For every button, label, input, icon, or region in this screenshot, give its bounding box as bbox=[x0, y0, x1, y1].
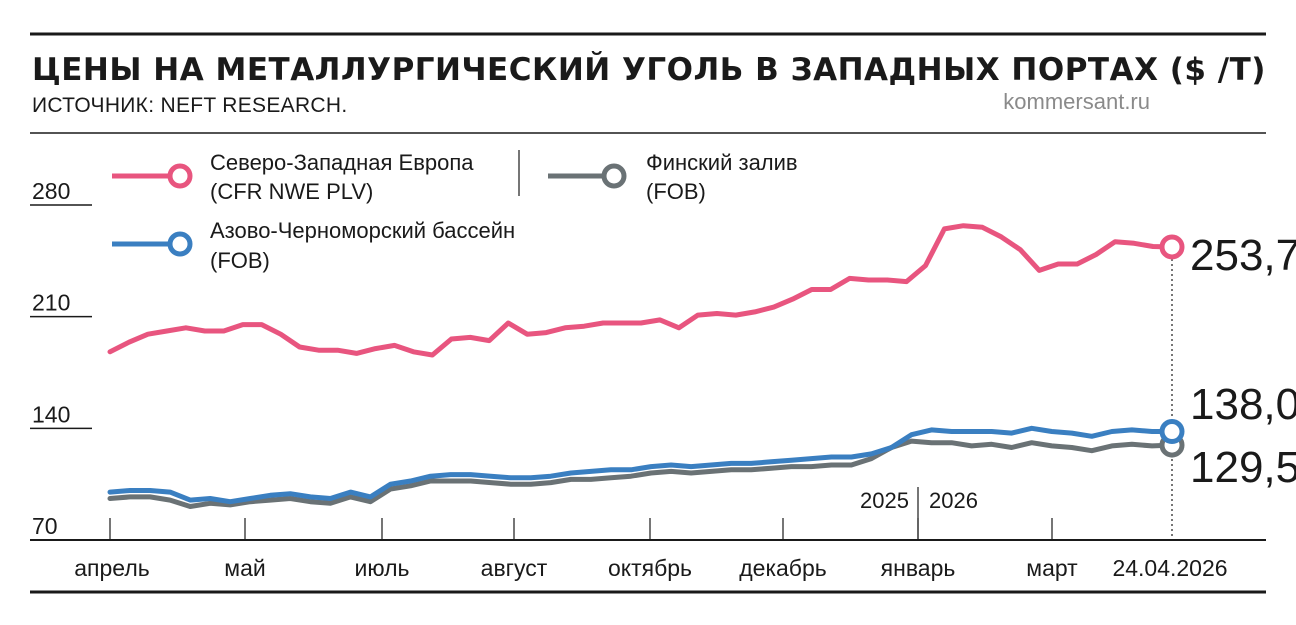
legend-label-azov: Азово-Черноморский бассейн bbox=[210, 218, 515, 243]
series-end-marker-1 bbox=[1159, 419, 1185, 445]
legend-marker-nwe bbox=[167, 163, 193, 189]
legend-marker-finland bbox=[601, 163, 627, 189]
legend-marker-azov bbox=[167, 231, 193, 257]
series-line-0 bbox=[107, 223, 1175, 358]
year-label-2026: 2026 bbox=[929, 488, 978, 513]
x-tick-label: май bbox=[224, 555, 265, 581]
year-label-2025: 2025 bbox=[860, 488, 909, 513]
y-tick-label: 70 bbox=[32, 513, 58, 539]
end-label-finland: 129,5 bbox=[1190, 443, 1296, 492]
legend-sublabel-azov: (FOB) bbox=[210, 248, 270, 273]
series-line-1 bbox=[107, 425, 1175, 505]
x-tick-label: декабрь bbox=[739, 555, 827, 581]
legend-label-nwe: Северо-Западная Европа bbox=[210, 150, 474, 175]
series-group bbox=[107, 223, 1185, 509]
chart-source: ИСТОЧНИК: NEFT RESEARCH. bbox=[32, 94, 347, 117]
series-end-marker-0 bbox=[1159, 234, 1185, 260]
x-axis: апрель май июль август октябрь декабрь январь м… bbox=[74, 518, 1228, 581]
legend-item-azov: Азово-Черноморский бассейн (FOB) bbox=[112, 218, 515, 273]
x-tick-label: январь bbox=[881, 555, 956, 581]
x-tick-label: март bbox=[1026, 555, 1078, 581]
legend: Северо-Западная Европа (CFR NWE PLV) Фин… bbox=[112, 150, 798, 273]
y-tick-label: 210 bbox=[32, 290, 70, 316]
x-tick-label: 24.04.2026 bbox=[1112, 555, 1227, 581]
legend-item-finland: Финский залив (FOB) bbox=[548, 150, 798, 204]
y-tick-label: 140 bbox=[32, 401, 70, 427]
legend-sublabel-nwe: (CFR NWE PLV) bbox=[210, 179, 373, 204]
brand-watermark: kommersant.ru bbox=[1003, 89, 1150, 114]
x-tick-label: апрель bbox=[74, 555, 149, 581]
x-tick-label: июль bbox=[355, 555, 410, 581]
chart-title: ЦЕНЫ НА МЕТАЛЛУРГИЧЕСКИЙ УГОЛЬ В ЗАПАДНЫ… bbox=[32, 52, 1266, 88]
y-tick-label: 280 bbox=[32, 178, 70, 204]
end-label-azov: 138,0 bbox=[1190, 380, 1296, 429]
end-label-nwe: 253,7 bbox=[1190, 231, 1296, 280]
x-tick-label: август bbox=[481, 555, 548, 581]
x-tick-label: октябрь bbox=[608, 555, 692, 581]
series-line-2 bbox=[107, 438, 1175, 509]
legend-item-nwe: Северо-Западная Европа (CFR NWE PLV) bbox=[112, 150, 474, 204]
legend-sublabel-finland: (FOB) bbox=[646, 179, 706, 204]
legend-label-finland: Финский залив bbox=[646, 150, 798, 175]
y-axis: 70 140 210 280 bbox=[30, 178, 92, 541]
